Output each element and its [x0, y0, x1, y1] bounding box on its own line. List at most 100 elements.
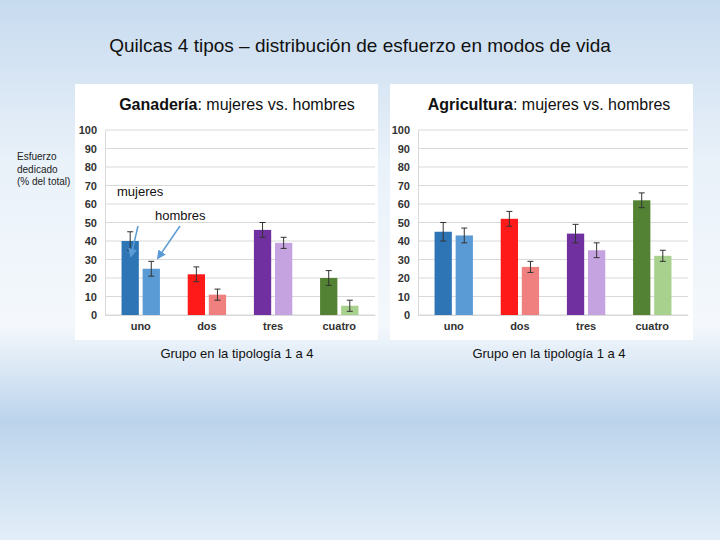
- y-tick: 50: [398, 217, 418, 229]
- bar: [654, 256, 671, 315]
- y-tick-label: 60: [85, 198, 97, 210]
- y-axis-line: [105, 131, 106, 316]
- x-axis-title: Grupo en la tipología 1 a 4: [160, 346, 313, 361]
- annotation: mujeres: [117, 184, 164, 199]
- y-tick-label: 90: [398, 143, 410, 155]
- y-tick-label: 40: [85, 235, 97, 247]
- error-bar-cap: [326, 270, 332, 271]
- error-bar-cap: [440, 222, 446, 223]
- error-bar-stem: [509, 211, 510, 226]
- error-bar-cap: [639, 207, 645, 208]
- error-bar: [148, 261, 154, 276]
- grid-line: [418, 185, 688, 186]
- bar: [567, 234, 584, 315]
- x-tick-label: tres: [263, 320, 283, 332]
- error-bar: [660, 250, 666, 261]
- error-bar-cap: [148, 261, 154, 262]
- grid-line: [105, 167, 375, 168]
- y-tick-label: 40: [398, 235, 410, 247]
- bar: [633, 200, 650, 315]
- error-bar-stem: [283, 237, 284, 248]
- error-bar-stem: [575, 224, 576, 243]
- error-bar-stem: [641, 193, 642, 208]
- error-bar-stem: [662, 250, 663, 261]
- error-bar-cap: [281, 248, 287, 249]
- y-axis: 0102030405060708090100: [392, 124, 419, 321]
- y-tick-label: 30: [85, 254, 97, 266]
- y-tick-label: 70: [398, 180, 410, 192]
- grid-line: [418, 167, 688, 168]
- error-bar-cap: [660, 261, 666, 262]
- error-bar: [573, 224, 579, 243]
- bar: [501, 219, 518, 315]
- y-axis-line: [418, 131, 419, 316]
- x-tick-label: tres: [576, 320, 596, 332]
- error-bar-stem: [596, 243, 597, 258]
- error-bar-stem: [328, 271, 329, 286]
- bar: [522, 267, 539, 315]
- error-bar: [214, 289, 220, 300]
- bar: [588, 250, 605, 315]
- error-bar-stem: [464, 228, 465, 243]
- error-bar: [461, 228, 467, 243]
- x-tick-label: cuatro: [635, 320, 669, 332]
- y-tick-label: 10: [85, 291, 97, 303]
- grid-line: [105, 130, 375, 131]
- error-bar: [281, 237, 287, 248]
- grid-line: [105, 259, 375, 260]
- y-tick: 40: [398, 235, 418, 247]
- error-bar-cap: [127, 231, 133, 232]
- x-tick: tres: [576, 315, 596, 332]
- y-tick-label: 80: [398, 161, 410, 173]
- y-tick: 100: [79, 124, 105, 136]
- error-bar-stem: [217, 289, 218, 300]
- error-bar-cap: [347, 311, 353, 312]
- grid-line: [105, 204, 375, 205]
- y-tick: 10: [85, 291, 105, 303]
- bar: [122, 241, 139, 315]
- error-bar-cap: [594, 257, 600, 258]
- chart-title: Ganadería: mujeres vs. hombres: [119, 96, 355, 113]
- y-tick-label: 60: [398, 198, 410, 210]
- error-bar: [594, 243, 600, 258]
- y-axis-title: dedicado: [17, 164, 58, 175]
- x-axis-line: [106, 315, 376, 316]
- y-tick-label: 50: [85, 217, 97, 229]
- x-axis: unodostrescuatro: [419, 315, 689, 332]
- error-bar-cap: [573, 224, 579, 225]
- error-bar: [440, 223, 446, 242]
- error-bar-cap: [260, 237, 266, 238]
- x-axis-title: Grupo en la tipología 1 a 4: [472, 346, 625, 361]
- y-tick: 30: [85, 254, 105, 266]
- annotation-arrow: [131, 226, 138, 256]
- error-bar: [527, 261, 533, 272]
- error-bar-cap: [193, 281, 199, 282]
- bar: [143, 269, 160, 315]
- grid-line: [105, 222, 375, 223]
- error-bar-cap: [461, 242, 467, 243]
- y-tick: 0: [404, 309, 418, 321]
- error-bar-cap: [639, 192, 645, 193]
- error-bar-cap: [440, 241, 446, 242]
- grid-line: [418, 148, 688, 149]
- y-tick: 0: [91, 309, 105, 321]
- grid-line: [105, 148, 375, 149]
- annotation-arrow: [158, 226, 180, 258]
- error-bar-cap: [214, 289, 220, 290]
- annotation: hombres: [155, 208, 206, 223]
- y-tick-label: 0: [404, 309, 410, 321]
- x-tick-label: uno: [131, 320, 151, 332]
- y-tick: 20: [85, 272, 105, 284]
- y-tick: 50: [85, 217, 105, 229]
- y-tick-label: 50: [398, 217, 410, 229]
- x-tick: dos: [510, 315, 530, 332]
- error-bar-cap: [326, 285, 332, 286]
- bar: [275, 243, 292, 315]
- bars: [122, 223, 359, 316]
- y-tick: 40: [85, 235, 105, 247]
- y-tick: 10: [398, 291, 418, 303]
- y-tick-label: 90: [85, 143, 97, 155]
- x-tick: cuatro: [322, 315, 356, 332]
- x-tick-label: dos: [510, 320, 530, 332]
- y-tick-label: 10: [398, 291, 410, 303]
